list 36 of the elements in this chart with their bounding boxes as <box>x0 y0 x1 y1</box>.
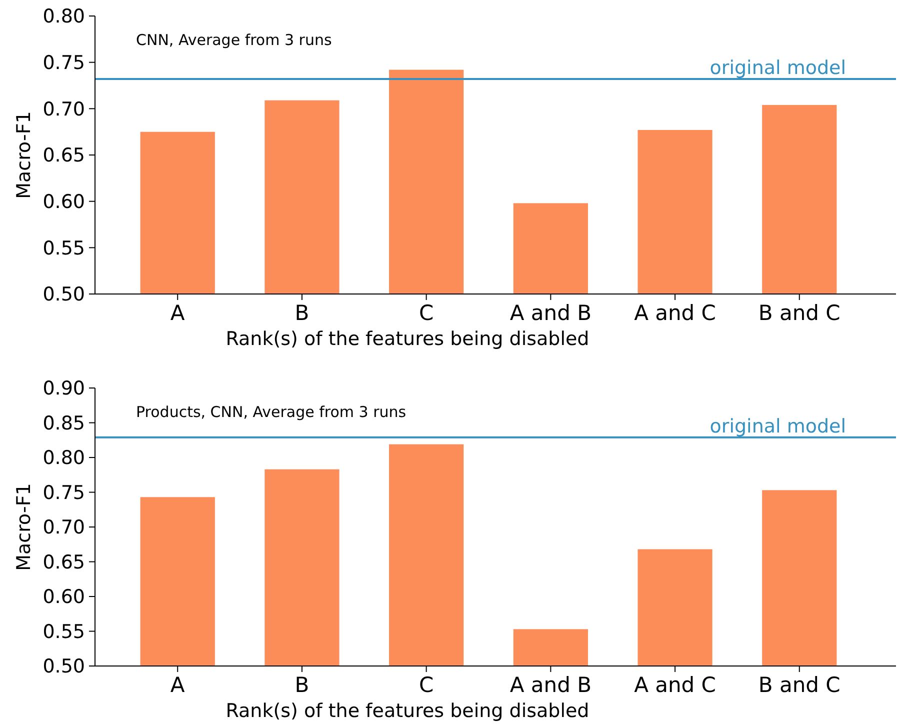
y-tick-label: 0.65 <box>42 144 85 167</box>
x-tick-label: A <box>170 301 186 325</box>
x-tick-label: B and C <box>758 301 840 325</box>
ref-line-label: original model <box>710 415 846 438</box>
y-axis-title: Macro-F1 <box>13 483 35 571</box>
x-tick-label: A and C <box>634 301 716 325</box>
x-axis-title: Rank(s) of the features being disabled <box>226 700 590 722</box>
x-tick-label: A and B <box>510 673 592 697</box>
x-tick-label: B <box>294 673 310 697</box>
y-tick-label: 0.65 <box>42 551 85 574</box>
ref-line-label: original model <box>710 57 846 80</box>
annotation: Products, CNN, Average from 3 runs <box>136 403 406 421</box>
y-tick-label: 0.50 <box>42 284 85 306</box>
x-tick-label: A and B <box>510 301 592 325</box>
y-tick-label: 0.60 <box>42 586 85 608</box>
y-tick-label: 0.85 <box>42 412 85 434</box>
y-tick-label: 0.70 <box>42 516 85 539</box>
y-tick-label: 0.70 <box>42 98 85 120</box>
y-tick-label: 0.60 <box>42 190 85 213</box>
y-tick-label: 0.80 <box>42 447 85 470</box>
x-tick-label: C <box>418 301 434 325</box>
x-axis-title: Rank(s) of the features being disabled <box>226 328 590 350</box>
y-tick-label: 0.55 <box>42 237 85 260</box>
y-tick-label: 0.80 <box>42 6 85 28</box>
x-tick-label: C <box>418 673 434 697</box>
x-tick-label: B and C <box>758 673 840 697</box>
y-tick-label: 0.55 <box>42 620 85 643</box>
x-tick-label: B <box>294 301 310 325</box>
y-tick-label: 0.75 <box>42 52 85 74</box>
x-tick-label: A <box>170 673 186 697</box>
y-axis-title: Macro-F1 <box>13 111 35 199</box>
y-tick-label: 0.90 <box>42 378 85 400</box>
x-tick-label: A and C <box>634 673 716 697</box>
y-tick-label: 0.50 <box>42 656 85 678</box>
y-tick-label: 0.75 <box>42 482 85 504</box>
annotation: CNN, Average from 3 runs <box>136 31 332 49</box>
